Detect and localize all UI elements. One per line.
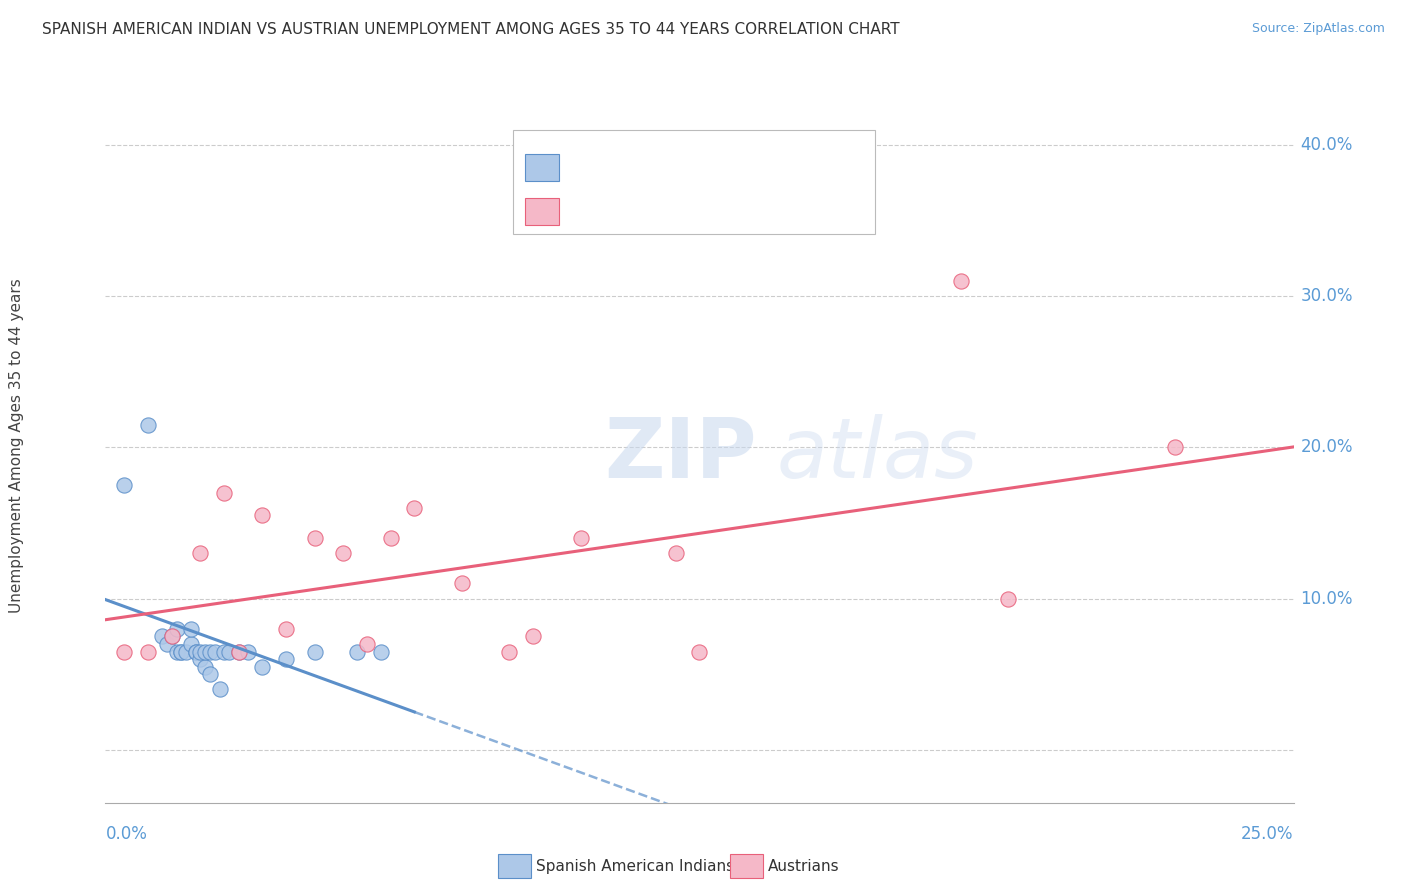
Point [180, 637, 202, 651]
Text: SPANISH AMERICAN INDIAN VS AUSTRIAN UNEMPLOYMENT AMONG AGES 35 TO 44 YEARS CORRE: SPANISH AMERICAN INDIAN VS AUSTRIAN UNEM… [42, 22, 900, 37]
Text: Unemployment Among Ages 35 to 44 years: Unemployment Among Ages 35 to 44 years [10, 278, 24, 614]
Point [214, 644, 236, 658]
Text: 0.520: 0.520 [609, 207, 651, 221]
Point [170, 644, 193, 658]
Text: R =: R = [569, 207, 602, 221]
Point [356, 637, 378, 651]
Point [190, 652, 212, 666]
Point [208, 682, 231, 697]
Point [450, 576, 472, 591]
Point [152, 629, 174, 643]
Text: 30.0%: 30.0% [1301, 287, 1353, 305]
Text: R =: R = [569, 162, 602, 178]
Point [569, 531, 592, 545]
Text: Spanish American Indians: Spanish American Indians [536, 859, 734, 873]
Text: 25.0%: 25.0% [1241, 825, 1294, 843]
Point [170, 644, 193, 658]
Point [522, 629, 544, 643]
Text: atlas: atlas [776, 415, 979, 495]
Point [949, 274, 972, 288]
Point [184, 644, 207, 658]
Text: 10.0%: 10.0% [1301, 590, 1353, 607]
Point [114, 644, 136, 658]
Point [166, 644, 188, 658]
Point [174, 644, 197, 658]
Point [252, 659, 274, 673]
Text: 20.0%: 20.0% [1301, 438, 1353, 457]
Point [274, 652, 297, 666]
Point [214, 485, 236, 500]
Point [160, 629, 183, 643]
Point [665, 546, 688, 560]
Point [228, 644, 250, 658]
Point [156, 637, 179, 651]
Point [198, 644, 221, 658]
Point [190, 644, 212, 658]
Point [380, 531, 402, 545]
Point [689, 644, 711, 658]
Point [136, 417, 159, 432]
Point [166, 622, 188, 636]
Point [194, 659, 217, 673]
Point [997, 591, 1019, 606]
Point [332, 546, 354, 560]
Point [160, 629, 183, 643]
Point [218, 644, 240, 658]
Point [1164, 441, 1187, 455]
Point [236, 644, 259, 658]
Point [136, 644, 159, 658]
Text: 40.0%: 40.0% [1301, 136, 1353, 153]
Text: Source: ZipAtlas.com: Source: ZipAtlas.com [1251, 22, 1385, 36]
Point [370, 644, 392, 658]
Text: -0.041: -0.041 [609, 162, 657, 178]
Point [184, 644, 207, 658]
Point [404, 500, 426, 515]
Point [304, 531, 326, 545]
Text: 31: 31 [699, 162, 717, 178]
Point [274, 622, 297, 636]
Point [198, 667, 221, 681]
Text: N =: N = [661, 162, 704, 178]
Point [228, 644, 250, 658]
Text: 22: 22 [699, 207, 717, 221]
Point [114, 478, 136, 492]
Point [190, 546, 212, 560]
Point [346, 644, 368, 658]
Point [194, 644, 217, 658]
Point [252, 508, 274, 523]
Text: 0.0%: 0.0% [105, 825, 148, 843]
Text: Austrians: Austrians [768, 859, 839, 873]
Point [498, 644, 520, 658]
Text: N =: N = [661, 207, 704, 221]
Point [180, 622, 202, 636]
Point [304, 644, 326, 658]
Point [204, 644, 226, 658]
Text: ZIP: ZIP [605, 415, 756, 495]
